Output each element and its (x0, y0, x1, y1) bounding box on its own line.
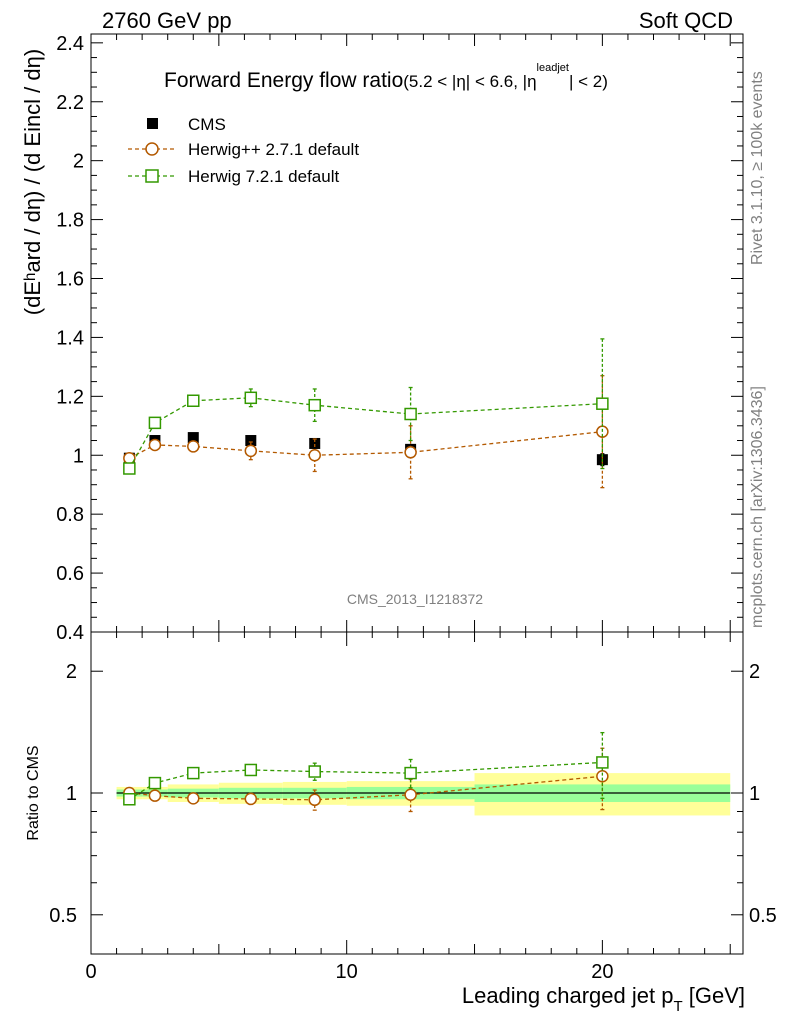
main-y-tick-label: 0.8 (56, 504, 84, 526)
ratio-y-tick-label-right: 1 (749, 783, 760, 805)
herwigpp-point (148, 438, 162, 452)
cms-point (187, 432, 199, 444)
ratio-series-marks (123, 731, 609, 813)
main-y-tick-label: 1 (73, 445, 84, 467)
herwig7-point (596, 397, 609, 410)
ratio-herwigpp-point (404, 788, 417, 802)
herwig7-point (187, 394, 200, 408)
x-axis-label: Leading charged jet pT [GeV] (462, 983, 745, 1015)
ratio-y-tick-label: 1 (66, 783, 77, 805)
ratio-y-label: Ratio to CMS (25, 745, 42, 840)
cms-point (309, 437, 321, 449)
x-label-unit: [GeV] (683, 983, 745, 1008)
main-title-text: Forward Energy flow ratio (164, 69, 403, 92)
main-y-tick-label: 0.4 (56, 622, 84, 644)
legend-label-herwigpp: Herwig++ 2.7.1 default (188, 140, 359, 159)
ratio-herwig7-point (187, 766, 200, 780)
ratio-herwig7-point (404, 766, 417, 780)
x-tick-label: 20 (591, 961, 613, 983)
main-y-tick-label: 1.4 (56, 327, 84, 349)
ratio-y-tick-label-right: 0.5 (749, 905, 777, 927)
herwig7-point (148, 416, 162, 430)
ratio-herwigpp-point (308, 793, 321, 807)
herwigpp-point (308, 449, 321, 462)
ratio-herwigpp-point (596, 770, 609, 783)
ratio-axis-ticks: 0.5 0.51 12 20 10 20 (49, 632, 777, 983)
legend-marker-herwig7 (145, 169, 159, 183)
ratio-herwig7-point (148, 776, 162, 790)
mcplots-label: mcplots.cern.ch [arXiv:1306.3436] (749, 386, 766, 628)
cms-point (245, 435, 257, 447)
x-label-main: Leading charged jet p (462, 983, 674, 1008)
main-y-tick-label: 2.4 (56, 33, 84, 55)
watermark: CMS_2013_I1218372 (347, 591, 483, 607)
herwig7-point (123, 462, 136, 475)
ratio-herwig7-point (308, 765, 321, 778)
main-y-tick-label: 1.6 (56, 269, 84, 291)
x-tick-label: 10 (336, 961, 358, 983)
main-series-marks (123, 338, 609, 489)
main-y-tick-label: 2.2 (56, 92, 84, 114)
main-y-tick-label: 0.6 (56, 563, 84, 585)
main-title: Forward Energy flow ratio(5.2 < |η| < 6.… (164, 62, 608, 92)
legend-label-cms: CMS (188, 115, 226, 134)
herwigpp-point (187, 440, 200, 453)
ratio-herwig7-point (244, 763, 258, 777)
legend-marker-herwigpp (145, 142, 159, 156)
herwig7-point (404, 407, 417, 421)
herwig7-line (128, 397, 603, 469)
rivet-label: Rivet 3.1.10, ≥ 100k events (749, 71, 766, 265)
main-y-tick-label: 1.2 (56, 386, 84, 408)
main-y-tick-label: 1.8 (56, 210, 84, 232)
ratio-y-tick-label-right: 2 (749, 661, 760, 683)
herwig7-point (244, 391, 258, 405)
main-title-cut-sup: leadjet (537, 62, 569, 74)
ratio-herwigpp-point (148, 789, 162, 802)
ratio-herwig7-point (596, 756, 609, 769)
legend: CMS Herwig++ 2.7.1 default Herwig 7.2.1 … (128, 115, 359, 186)
header-left: 2760 GeV pp (102, 8, 232, 33)
ratio-y-tick-label: 0.5 (49, 905, 77, 927)
legend-label-herwig7: Herwig 7.2.1 default (188, 167, 339, 186)
ratio-herwigpp-point (187, 792, 200, 805)
ratio-herwigpp-point (244, 792, 258, 806)
main-y-label: (dEʰard / dη) / (d Eincl / dη) (20, 49, 45, 315)
main-title-cut-b: | < 2) (569, 72, 608, 91)
herwigpp-point (404, 446, 417, 459)
ratio-y-tick-label: 2 (66, 661, 77, 683)
x-tick-label: 0 (85, 961, 96, 983)
header-right: Soft QCD (639, 8, 733, 33)
main-axis-ticks: 0.4 0.6 0.8 1 1.2 1.4 1.6 1.8 2 2.2 2.4 (56, 33, 743, 644)
main-y-tick-label: 2 (73, 151, 84, 173)
main-title-cut-a: (5.2 < |η| < 6.6, |η (403, 72, 536, 91)
herwigpp-point (244, 444, 258, 458)
legend-marker-cms (147, 118, 158, 129)
x-label-sub: T (673, 998, 682, 1015)
ratio-uncertainty-bands (116, 773, 731, 816)
ratio-herwig7-point (123, 793, 136, 806)
herwigpp-line (129, 431, 603, 459)
herwig7-point (308, 398, 321, 412)
